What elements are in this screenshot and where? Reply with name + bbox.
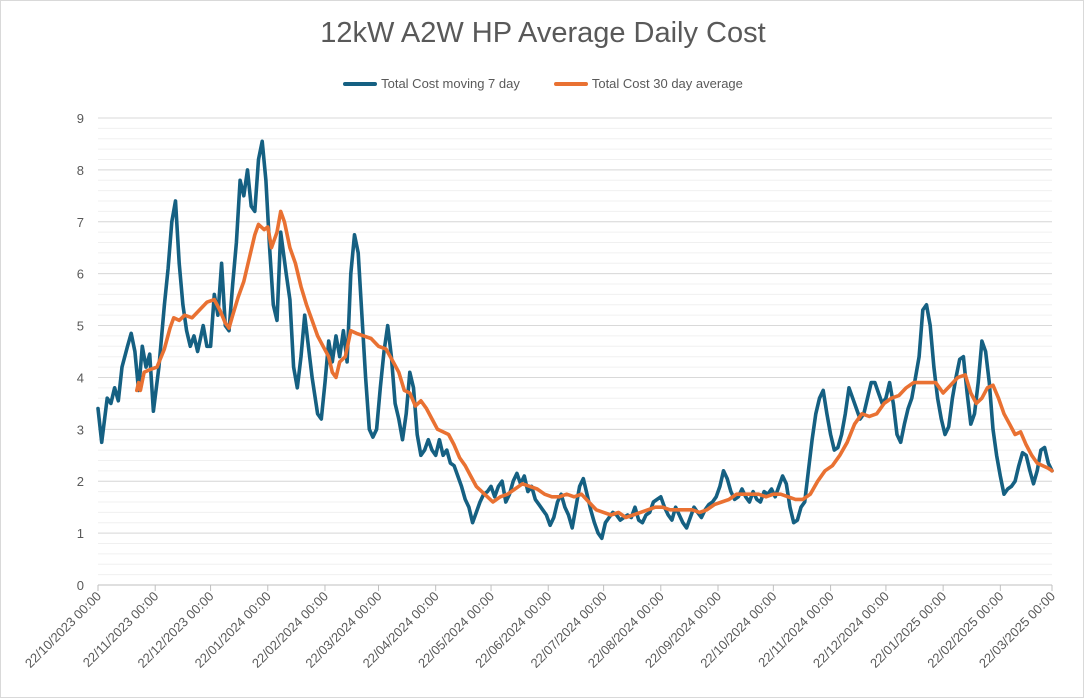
legend-swatch-series-1 — [343, 81, 378, 86]
legend-swatch-series-2 — [553, 81, 588, 86]
y-tick-label: 0 — [77, 578, 84, 593]
legend-item-series-1: Total Cost moving 7 day — [343, 76, 520, 91]
y-tick-label: 5 — [77, 319, 84, 334]
legend-label-series-2: Total Cost 30 day average — [591, 76, 743, 91]
y-tick-label: 4 — [77, 370, 84, 385]
y-tick-label: 6 — [77, 267, 84, 282]
y-tick-label: 9 — [77, 111, 84, 126]
y-axis-tick-labels: 0 1 2 3 4 5 6 7 8 9 — [77, 111, 84, 593]
y-tick-label: 3 — [77, 422, 84, 437]
series-layer — [96, 139, 1054, 541]
chart-title: 12kW A2W HP Average Daily Cost — [320, 17, 766, 49]
legend-item-series-2: Total Cost 30 day average — [553, 76, 743, 91]
y-tick-label: 8 — [77, 163, 84, 178]
y-tick-label: 7 — [77, 215, 84, 230]
y-tick-label: 2 — [77, 474, 84, 489]
series-line-2 — [135, 209, 1054, 520]
legend: Total Cost moving 7 day Total Cost 30 da… — [1, 76, 1084, 91]
legend-label-series-1: Total Cost moving 7 day — [381, 76, 520, 91]
y-tick-label: 1 — [77, 526, 84, 541]
series-line-1 — [96, 139, 1054, 541]
